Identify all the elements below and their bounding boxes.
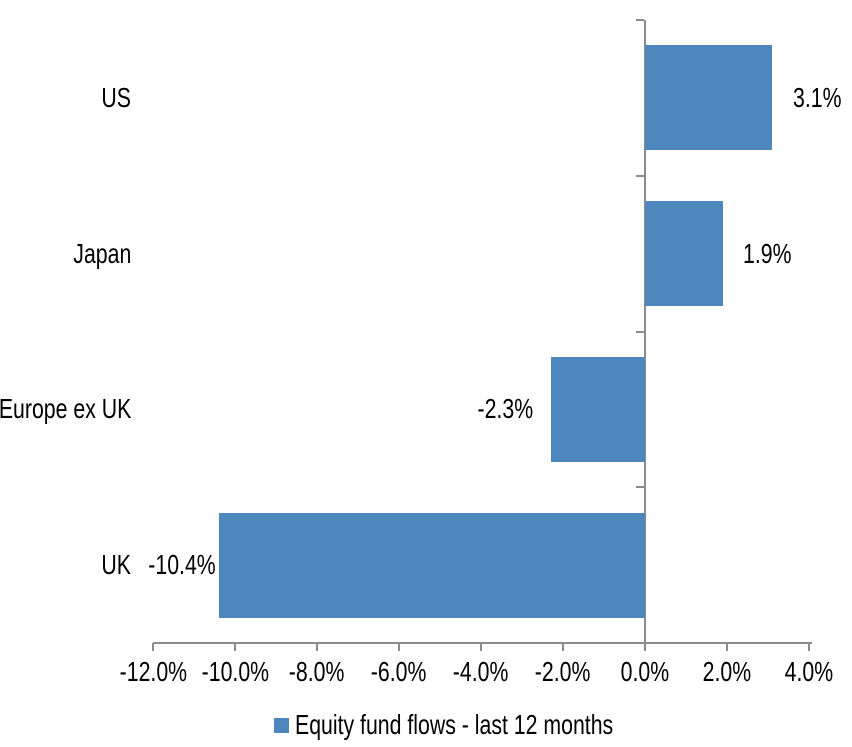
x-tick-label-0-0-: 0.0%: [545, 657, 745, 687]
x-tick-label--4-0-: -4.0%: [381, 657, 581, 687]
data-label-japan: 1.9%: [742, 237, 807, 269]
x-tick-mark: [808, 643, 810, 651]
data-label-text: 1.9%: [742, 237, 792, 269]
x-tick-label--12-0-: -12.0%: [53, 657, 253, 687]
x-tick-label--10-0-: -10.0%: [135, 657, 335, 687]
data-label-europe-ex-uk: -2.3%: [460, 394, 533, 424]
x-tick-label-text: -8.0%: [289, 656, 345, 687]
x-tick-label-text: -2.0%: [535, 656, 591, 687]
x-tick-label-text: 2.0%: [702, 656, 752, 687]
category-label-japan: Japan: [55, 237, 131, 269]
x-tick-mark: [316, 643, 318, 651]
legend-entry: Equity fund flows - last 12 months: [295, 710, 714, 740]
data-label-text: 3.1%: [793, 81, 842, 113]
legend-label: Equity fund flows - last 12 months: [295, 709, 614, 740]
category-label-us: US: [92, 81, 131, 113]
x-tick-label-text: 4.0%: [784, 656, 834, 687]
bar-europe-ex-uk: [550, 356, 645, 462]
bar-japan: [645, 201, 723, 307]
legend-swatch: [274, 717, 289, 733]
data-label-text: -2.3%: [477, 393, 533, 425]
data-label-uk: -10.4%: [127, 549, 216, 581]
chart-legend: Equity fund flows - last 12 months: [274, 710, 714, 740]
bar-us: [645, 45, 773, 151]
x-tick-mark: [234, 643, 236, 651]
category-label-text: Europe ex UK: [0, 393, 131, 425]
x-tick-label-text: -4.0%: [453, 656, 509, 687]
x-tick-mark: [644, 643, 646, 651]
value-zero-axis-line: [644, 20, 646, 651]
x-tick-mark: [480, 643, 482, 651]
x-tick-mark: [398, 643, 400, 651]
category-tick-mark: [636, 19, 644, 21]
category-tick-mark: [636, 486, 644, 488]
category-label-text: UK: [101, 549, 131, 581]
x-tick-mark: [562, 643, 564, 651]
data-label-text: -10.4%: [148, 549, 216, 581]
x-tick-label--6-0-: -6.0%: [299, 657, 499, 687]
x-tick-label-4-0-: 4.0%: [709, 657, 852, 687]
x-tick-mark: [152, 643, 154, 651]
x-tick-label--2-0-: -2.0%: [463, 657, 663, 687]
x-axis-line: [153, 642, 812, 644]
category-label-text: Japan: [73, 237, 131, 269]
x-tick-mark: [726, 643, 728, 651]
x-tick-label-text: -6.0%: [371, 656, 427, 687]
x-tick-label-text: -10.0%: [201, 656, 269, 687]
x-tick-label--8-0-: -8.0%: [217, 657, 417, 687]
bar-uk: [218, 512, 645, 618]
category-tick-mark: [636, 331, 644, 333]
x-tick-label-text: 0.0%: [620, 656, 670, 687]
category-tick-mark: [636, 175, 644, 177]
category-label-europe-ex-uk: Europe ex UK: [0, 394, 131, 424]
category-label-uk: UK: [92, 550, 131, 580]
data-label-us: 3.1%: [793, 81, 852, 113]
x-tick-label-2-0-: 2.0%: [627, 657, 827, 687]
category-label-text: US: [101, 81, 131, 113]
x-tick-label-text: -12.0%: [119, 656, 187, 687]
